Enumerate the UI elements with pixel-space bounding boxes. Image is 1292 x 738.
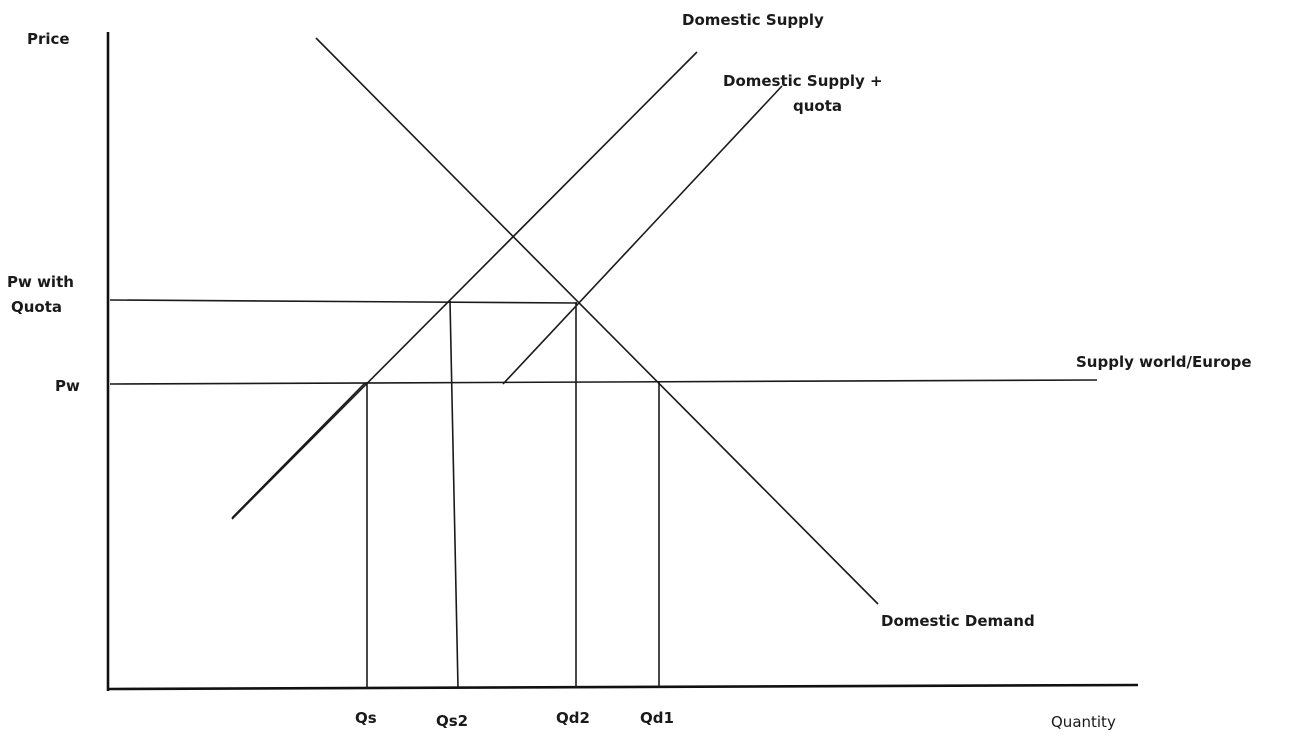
pw-quota-price-line [109,299,578,304]
domestic-supply-lower-stroke [231,382,366,519]
world-supply-label: Supply world/Europe [1076,353,1252,371]
domestic-demand-label: Domestic Demand [881,612,1035,630]
x-axis-label: Quantity [1051,713,1116,731]
qs-label: Qs [355,709,377,727]
pw-quota-label-line1: Pw with [7,273,74,291]
y-axis-label: Price [27,30,70,48]
domestic-supply-quota-label-line1: Domestic Supply + [723,72,883,90]
domestic-supply-quota-curve [502,85,783,385]
pw-quota-label-line2: Quota [11,298,62,316]
x-axis [107,683,1139,691]
qd1-label: Qd1 [640,709,674,727]
domestic-supply-curve [231,51,698,520]
world-supply-line [109,379,1098,385]
qd2-label: Qd2 [556,709,590,727]
qs2-drop-line [449,300,459,689]
domestic-demand-curve [315,37,879,605]
pw-label: Pw [55,377,80,395]
domestic-supply-label: Domestic Supply [682,11,824,29]
domestic-supply-quota-label-line2: quota [793,97,842,115]
qs2-label: Qs2 [436,712,468,730]
